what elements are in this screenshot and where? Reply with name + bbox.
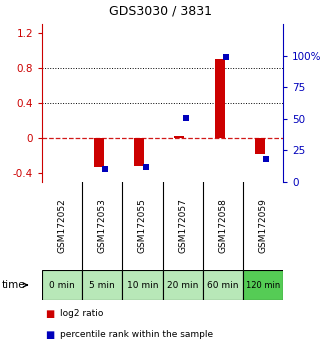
Text: log2 ratio: log2 ratio [60, 309, 103, 318]
Text: ■: ■ [45, 309, 55, 319]
Text: ■: ■ [45, 330, 55, 340]
Bar [42, 270, 82, 300]
Text: time: time [2, 280, 25, 290]
Bar [243, 270, 283, 300]
Bar [162, 270, 203, 300]
Bar [122, 270, 162, 300]
Text: 20 min: 20 min [167, 280, 198, 290]
Text: 120 min: 120 min [246, 280, 280, 290]
Bar [255, 138, 265, 154]
Text: 0 min: 0 min [49, 280, 75, 290]
Bar [134, 138, 144, 166]
Text: GDS3030 / 3831: GDS3030 / 3831 [109, 4, 212, 17]
Text: GSM172055: GSM172055 [138, 199, 147, 253]
Text: GSM172057: GSM172057 [178, 199, 187, 253]
Bar [94, 138, 104, 167]
Bar [174, 136, 184, 138]
Bar [203, 270, 243, 300]
Bar [214, 59, 225, 138]
Text: 10 min: 10 min [127, 280, 158, 290]
Text: GSM172059: GSM172059 [258, 199, 267, 253]
Text: 60 min: 60 min [207, 280, 239, 290]
Text: percentile rank within the sample: percentile rank within the sample [60, 330, 213, 339]
Bar [82, 270, 122, 300]
Text: GSM172052: GSM172052 [57, 199, 66, 253]
Text: GSM172058: GSM172058 [218, 199, 227, 253]
Text: GSM172053: GSM172053 [98, 199, 107, 253]
Text: 5 min: 5 min [89, 280, 115, 290]
